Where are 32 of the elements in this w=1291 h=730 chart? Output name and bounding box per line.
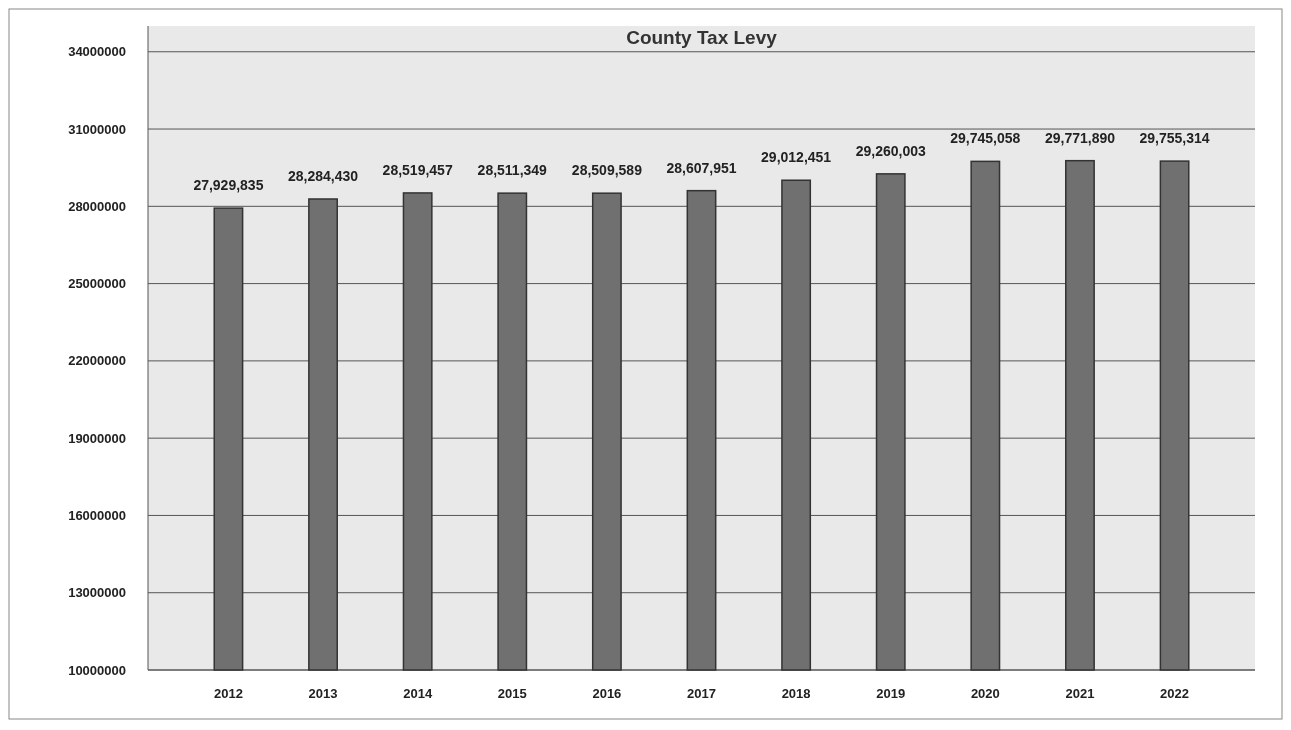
x-tick-label: 2013: [308, 686, 338, 701]
x-tick-label: 2018: [781, 686, 811, 701]
y-tick-label: 22000000: [68, 353, 126, 369]
y-tick-label: 28000000: [68, 198, 126, 214]
data-label: 28,519,457: [382, 161, 453, 178]
data-label: 29,755,314: [1139, 130, 1210, 147]
x-tick-label: 2012: [213, 686, 243, 701]
data-label: 29,012,451: [761, 149, 832, 166]
data-label: 28,284,430: [288, 167, 359, 184]
data-label: 28,511,349: [477, 162, 548, 179]
x-tick-label: 2014: [403, 686, 433, 701]
x-tick-label: 2022: [1160, 686, 1190, 701]
data-label: 28,607,951: [666, 159, 737, 176]
y-tick-label: 31000000: [68, 121, 126, 137]
data-label: 29,745,058: [950, 130, 1021, 147]
y-tick-label: 34000000: [68, 44, 126, 60]
x-tick-label: 2016: [592, 686, 622, 701]
y-tick-label: 25000000: [68, 276, 126, 292]
x-tick-label: 2021: [1065, 686, 1095, 701]
data-label: 29,771,890: [1044, 129, 1116, 146]
y-tick-label: 13000000: [68, 585, 126, 601]
y-tick-label: 19000000: [68, 430, 126, 446]
data-label: 28,509,589: [571, 162, 643, 179]
x-tick-label: 2017: [687, 686, 716, 701]
y-tick-label: 10000000: [68, 662, 126, 678]
data-label: 27,929,835: [193, 177, 264, 194]
data-label: 29,260,003: [855, 142, 926, 159]
x-tick-label: 2020: [970, 686, 1000, 701]
chart-title: County Tax Levy: [626, 27, 778, 48]
y-tick-label: 16000000: [68, 507, 126, 523]
x-tick-label: 2019: [876, 686, 906, 701]
x-tick-label: 2015: [497, 686, 527, 701]
